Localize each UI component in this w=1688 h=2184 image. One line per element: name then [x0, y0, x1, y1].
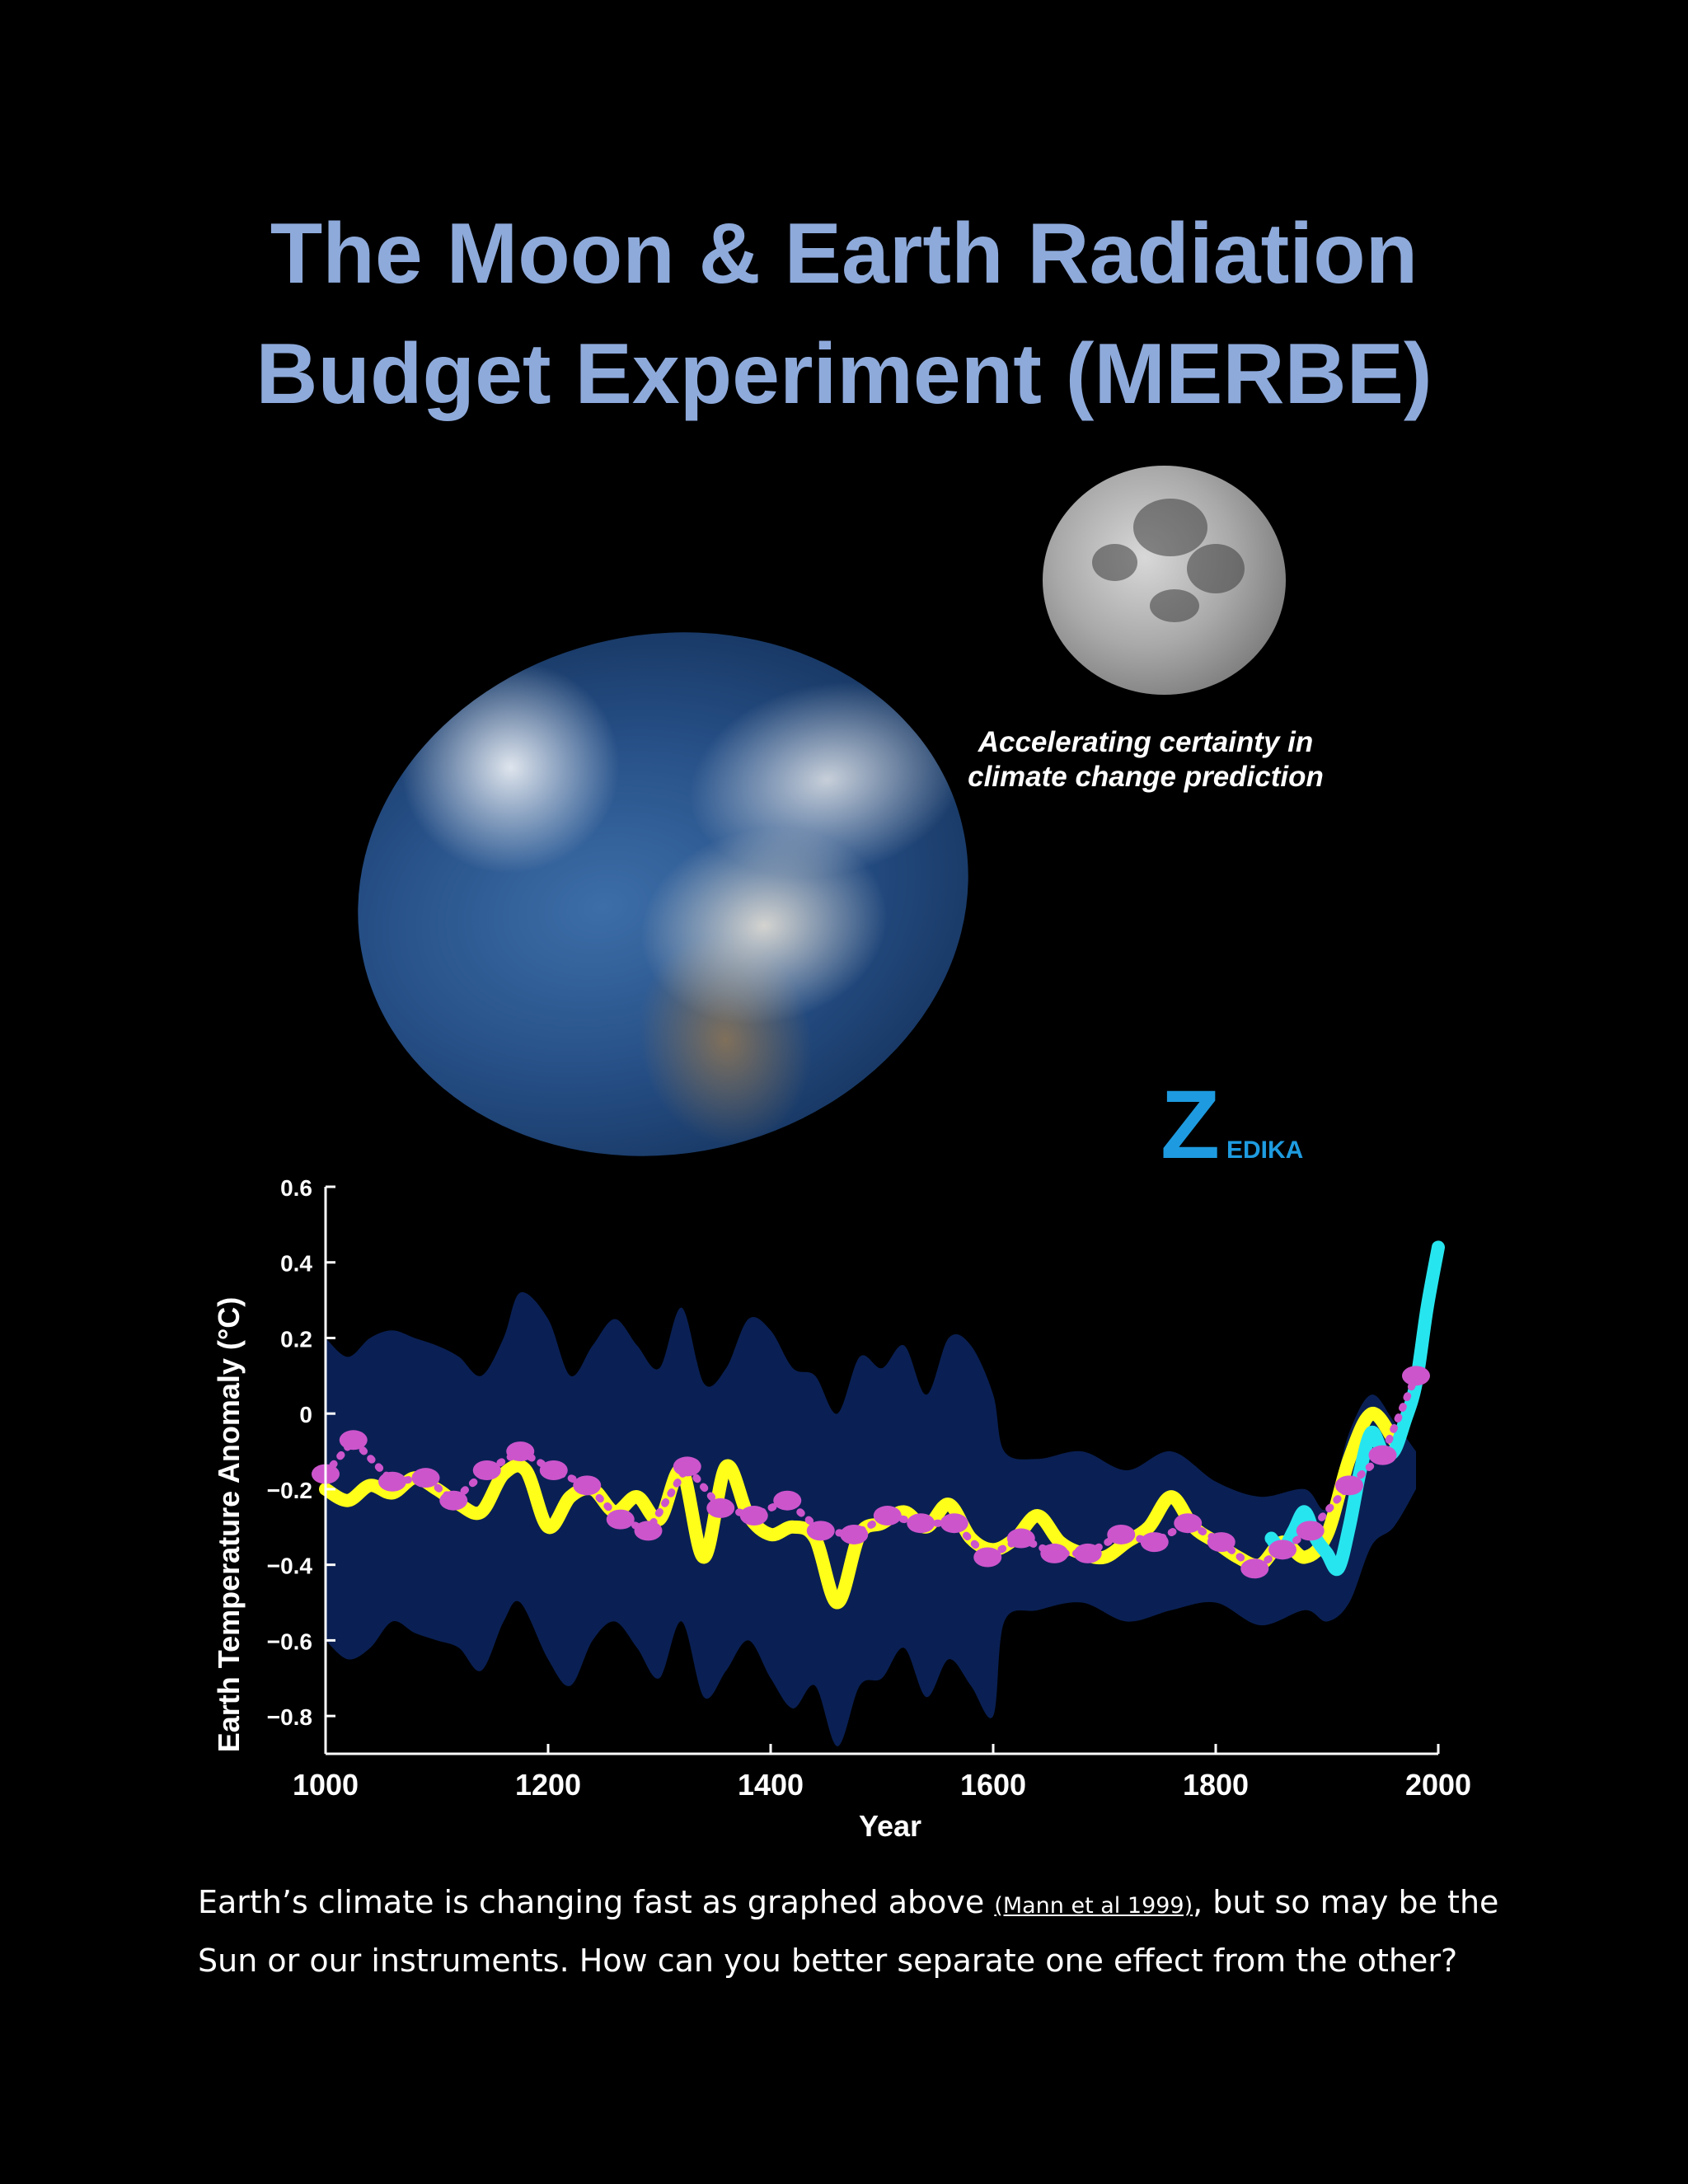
series-point-2-5 [472, 1460, 501, 1480]
title-line-2: Budget Experiment (MERBE) [256, 326, 1432, 422]
series-point-2-29 [1268, 1540, 1296, 1560]
x-axis-label: Year [859, 1809, 921, 1843]
y-tick-label: 0.4 [280, 1251, 312, 1277]
chart-svg: 0.6 0.4 0.2 0 −0.2 −0.4 −0.6 −0.8 1000 1200 1400 16… [212, 1175, 1471, 1843]
x-tick-label: 1200 [515, 1768, 581, 1802]
moon-image [1043, 466, 1286, 695]
title-line-1: The Moon & Earth Radiation [270, 206, 1418, 302]
series-point-2-13 [739, 1506, 768, 1526]
x-tick-label: 1400 [738, 1768, 804, 1802]
logo-wordmark: EDIKA [1226, 1137, 1304, 1164]
series-point-2-20 [973, 1547, 1002, 1568]
x-tick-label: 1600 [960, 1768, 1026, 1802]
series-point-2-1 [339, 1430, 368, 1451]
series-point-2-15 [806, 1521, 835, 1541]
temperature-chart: 0.6 0.4 0.2 0 −0.2 −0.4 −0.6 −0.8 1000 1200 1400 16… [198, 1170, 1500, 1854]
series-point-2-30 [1296, 1521, 1325, 1541]
citation-link[interactable]: (Mann et al 1999) [994, 1893, 1193, 1919]
series-point-2-26 [1174, 1513, 1203, 1534]
series-point-2-3 [411, 1468, 440, 1488]
series-point-2-21 [1006, 1528, 1035, 1549]
series-point-2-16 [840, 1524, 869, 1544]
series-point-2-6 [506, 1441, 535, 1462]
tagline: Accelerating certainty in climate change… [940, 725, 1352, 794]
series-point-2-17 [873, 1506, 902, 1526]
caption: Earth’s climate is changing fast as grap… [198, 1875, 1517, 1988]
series-point-2-31 [1335, 1475, 1363, 1496]
y-tick-label: 0 [299, 1402, 312, 1427]
series-point-2-32 [1368, 1445, 1397, 1465]
series-point-2-8 [573, 1475, 602, 1496]
y-tick-label: −0.2 [267, 1478, 312, 1503]
series-point-2-10 [634, 1521, 663, 1541]
series-point-2-27 [1207, 1532, 1236, 1553]
tagline-line-2: climate change prediction [968, 761, 1324, 793]
logo-letter: Z [1160, 1071, 1221, 1179]
y-tick-label: −0.4 [267, 1554, 313, 1579]
axis-layer: 0.6 0.4 0.2 0 −0.2 −0.4 −0.6 −0.8 1000 1200 1400 16… [267, 1175, 1471, 1802]
series-point-2-9 [606, 1509, 635, 1530]
y-tick-label: −0.8 [267, 1704, 312, 1730]
series-point-2-7 [539, 1460, 568, 1480]
series-point-2-24 [1107, 1524, 1136, 1544]
x-tick-label: 1800 [1183, 1768, 1249, 1802]
series-point-2-23 [1073, 1543, 1102, 1563]
series-layer [312, 1240, 1445, 1610]
earth-image [308, 576, 1018, 1212]
series-point-2-28 [1240, 1558, 1269, 1579]
series-point-2-12 [706, 1497, 735, 1518]
series-point-2-4 [439, 1490, 468, 1511]
tagline-line-1: Accelerating certainty in [978, 726, 1314, 758]
series-point-2-18 [907, 1513, 935, 1534]
y-tick-label: 0.2 [280, 1326, 312, 1352]
caption-text-1: Earth’s climate is changing fast as grap… [198, 1884, 995, 1920]
page-title: The Moon & Earth Radiation Budget Experi… [0, 194, 1688, 434]
x-tick-label: 1000 [293, 1768, 359, 1802]
series-point-2-2 [378, 1471, 406, 1492]
series-line-2 [321, 1371, 1420, 1573]
series-point-2-25 [1140, 1532, 1169, 1553]
caption-text-2: , but so may be the Sun or our instrumen… [198, 1884, 1499, 1979]
series-point-2-33 [1402, 1366, 1430, 1386]
y-tick-label: 0.6 [280, 1175, 312, 1201]
series-point-2-11 [673, 1456, 701, 1477]
y-tick-label: −0.6 [267, 1629, 312, 1654]
series-point-2-19 [940, 1513, 968, 1534]
series-line-1 [1264, 1240, 1445, 1577]
series-point-2-14 [773, 1490, 802, 1511]
series-point-2-22 [1040, 1543, 1069, 1563]
y-axis-label: Earth Temperature Anomaly (°C) [212, 1297, 246, 1753]
x-tick-label: 2000 [1405, 1768, 1471, 1802]
